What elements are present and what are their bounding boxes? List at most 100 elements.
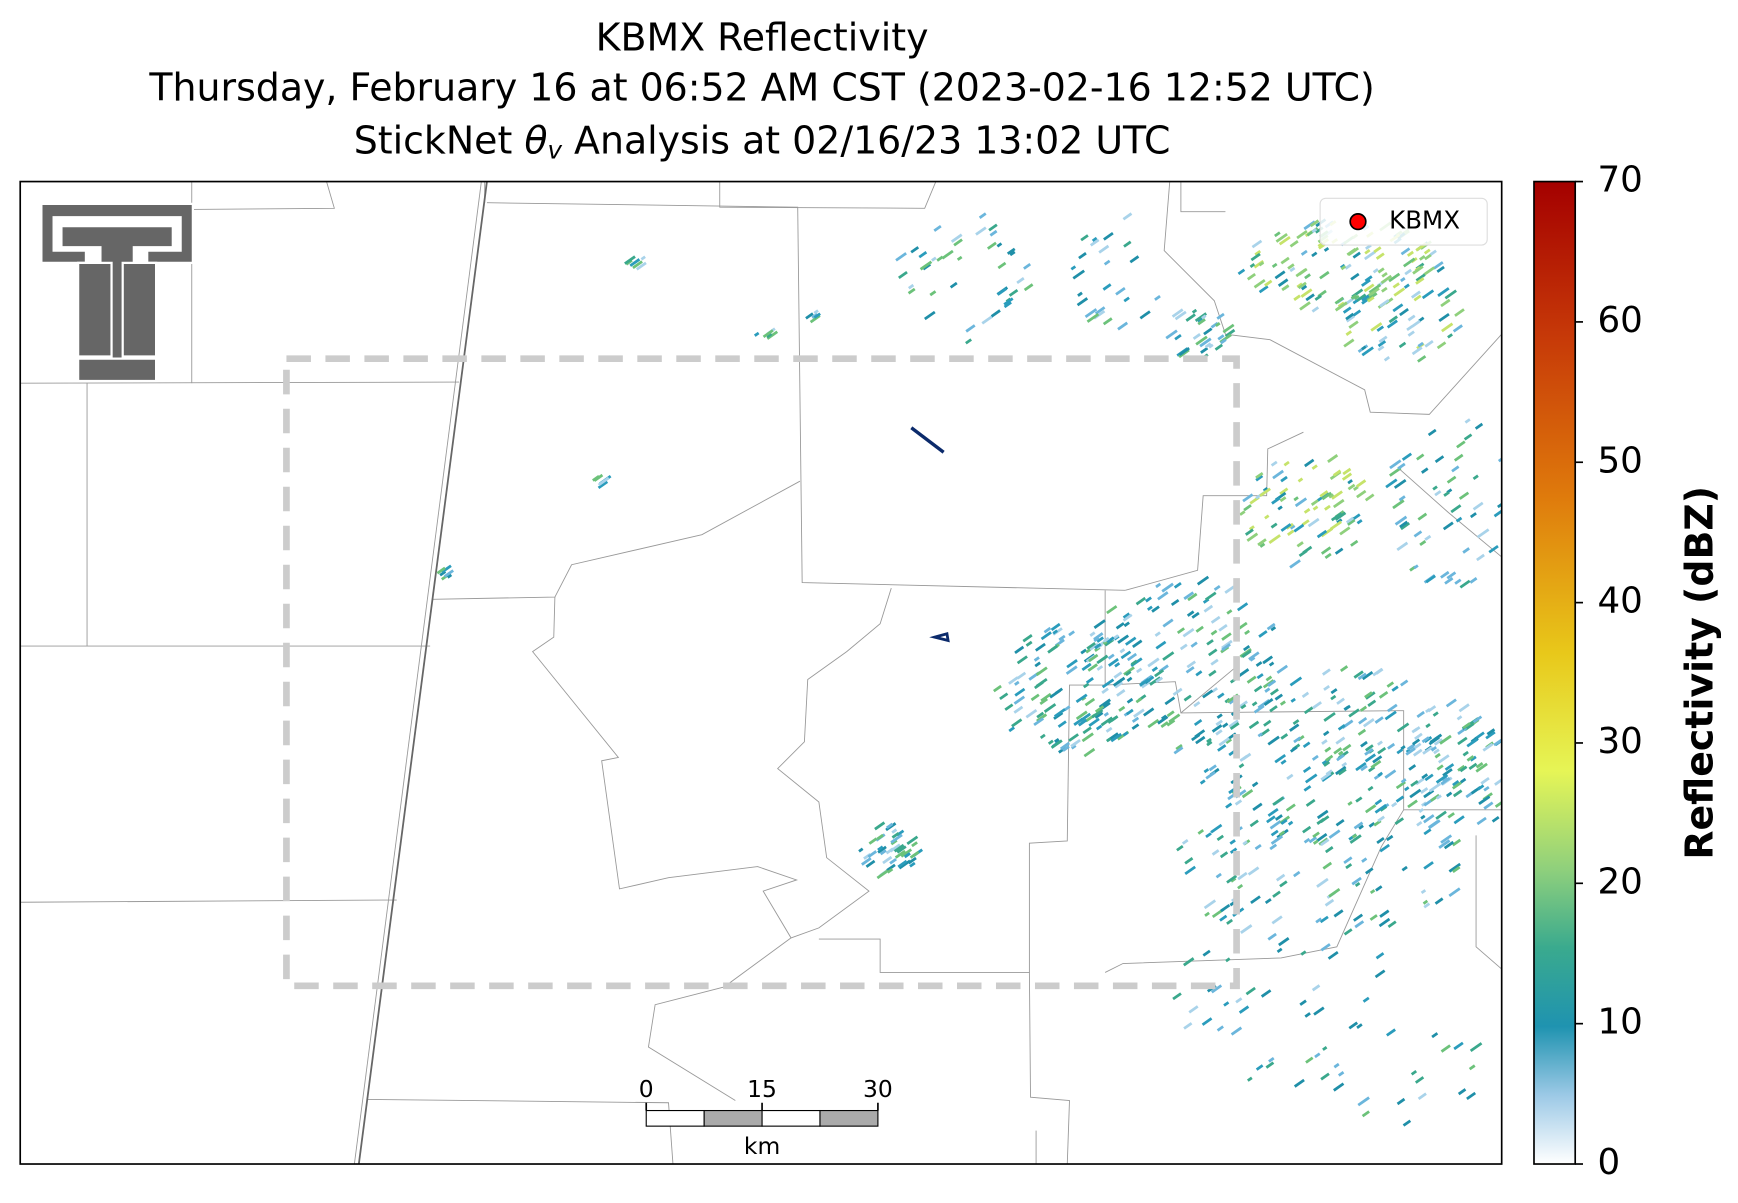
echo — [1070, 744, 1077, 750]
echo — [1327, 454, 1339, 463]
echo — [1078, 252, 1087, 260]
echo — [1438, 839, 1451, 849]
echo — [1331, 490, 1343, 500]
echo — [876, 833, 884, 841]
echo — [1242, 840, 1248, 846]
echo — [1149, 676, 1162, 686]
echo — [1270, 522, 1278, 529]
echo — [1302, 741, 1311, 749]
echo — [1350, 272, 1360, 281]
echo — [1103, 711, 1109, 717]
echo — [1093, 636, 1100, 643]
echo — [1468, 762, 1478, 771]
echo — [1047, 644, 1059, 654]
echo — [1337, 1071, 1345, 1077]
echo — [1330, 512, 1343, 522]
echo — [885, 822, 894, 830]
echo — [1113, 671, 1123, 679]
echo — [1068, 630, 1075, 637]
echo — [1098, 244, 1110, 254]
echo — [1266, 815, 1276, 824]
echo — [1475, 762, 1488, 773]
echo — [1386, 319, 1398, 329]
echo — [1235, 997, 1243, 1004]
echo — [1400, 277, 1406, 283]
echo — [1348, 708, 1360, 718]
echo — [1107, 716, 1117, 724]
echo — [1105, 726, 1113, 733]
echo — [1211, 687, 1218, 693]
echo — [1025, 709, 1038, 719]
echo — [1396, 541, 1409, 552]
echo — [1358, 716, 1368, 725]
echo — [1279, 880, 1288, 888]
echo — [1155, 582, 1162, 589]
echo — [1270, 460, 1278, 467]
echo — [1239, 754, 1249, 762]
echo — [1297, 477, 1304, 483]
echo — [1166, 710, 1175, 718]
echo — [1196, 575, 1210, 586]
echo — [1253, 685, 1263, 693]
echo — [1053, 708, 1066, 718]
echo — [1452, 780, 1460, 787]
echo — [1335, 819, 1345, 827]
echo — [1194, 729, 1206, 738]
echo — [1400, 521, 1411, 531]
echo — [1136, 667, 1143, 674]
echo — [1072, 269, 1085, 280]
echo — [1459, 765, 1468, 773]
echo — [1352, 251, 1361, 259]
echo — [1424, 339, 1434, 348]
echo — [1276, 947, 1283, 954]
echo — [1154, 669, 1165, 678]
echo — [1324, 746, 1332, 753]
echo — [1278, 830, 1286, 837]
echo — [965, 338, 972, 345]
echo — [1126, 652, 1138, 662]
echo — [1269, 688, 1279, 696]
echo — [1151, 605, 1160, 613]
echo — [805, 312, 814, 320]
echo — [1409, 788, 1422, 799]
echo — [1147, 657, 1160, 668]
echo — [1357, 728, 1367, 736]
echo — [1278, 937, 1290, 947]
echo — [1254, 250, 1262, 256]
echo — [1322, 730, 1330, 737]
echo — [1321, 668, 1331, 676]
echo — [1218, 737, 1230, 747]
echo — [1139, 310, 1151, 320]
echo — [1400, 247, 1411, 256]
echo — [1356, 519, 1363, 525]
echo — [1353, 294, 1360, 301]
echo — [1428, 819, 1441, 830]
echo — [1420, 787, 1429, 794]
echo — [1332, 469, 1342, 477]
echo — [1314, 294, 1322, 301]
echo — [1504, 512, 1516, 522]
echo — [1320, 838, 1330, 847]
echo — [1216, 312, 1225, 320]
echo — [1249, 656, 1256, 662]
echo — [1403, 283, 1410, 289]
echo — [1025, 640, 1033, 647]
echo — [1330, 694, 1337, 701]
echo — [1361, 671, 1374, 681]
echo — [911, 841, 918, 848]
echo — [1418, 255, 1426, 261]
echo — [1062, 745, 1070, 752]
echo — [1081, 662, 1092, 671]
echo — [1240, 924, 1253, 934]
echo — [1230, 1026, 1243, 1036]
echo — [907, 287, 916, 295]
echo — [1258, 630, 1268, 638]
echo — [1447, 812, 1455, 819]
echo — [1243, 644, 1251, 652]
echo — [1377, 267, 1385, 274]
echo — [1337, 768, 1347, 776]
echo — [1418, 316, 1425, 323]
echo — [1047, 739, 1054, 745]
echo — [1377, 746, 1387, 755]
echo — [1119, 648, 1126, 654]
